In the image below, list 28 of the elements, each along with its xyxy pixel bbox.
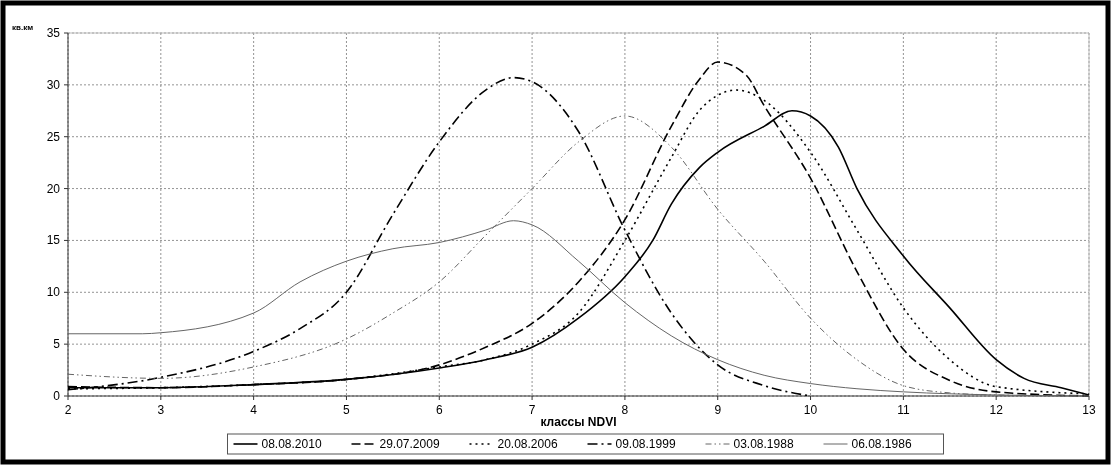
x-tick-label: 11	[897, 403, 910, 417]
legend-label: 29.07.2009	[379, 437, 440, 451]
x-tick-label: 10	[803, 403, 818, 417]
y-tick-label: 35	[46, 26, 61, 40]
legend-label: 09.08.1999	[615, 437, 676, 451]
y-tick-label: 0	[53, 389, 61, 403]
legend-label: 06.08.1986	[851, 437, 912, 451]
x-tick-label: 7	[528, 403, 536, 417]
y-tick-label: 10	[46, 285, 61, 300]
x-tick-label: 3	[157, 403, 165, 417]
x-tick-label: 6	[435, 403, 443, 417]
y-tick-label: 30	[46, 77, 61, 92]
legend-label: 20.08.2006	[497, 437, 558, 451]
legend-label: 08.08.2010	[261, 437, 322, 451]
x-tick-label: 12	[989, 403, 1004, 417]
y-tick-label: 15	[46, 233, 61, 248]
x-axis-title: классы NDVI	[540, 415, 617, 429]
y-tick-label: 20	[46, 181, 61, 196]
x-tick-label: 5	[343, 403, 351, 417]
x-tick-label: 4	[250, 403, 258, 417]
legend-label: 03.08.1988	[733, 437, 794, 451]
x-tick-label: 13	[1082, 403, 1096, 417]
x-tick-label: 2	[64, 403, 72, 417]
y-axis-title: кв.км	[12, 23, 34, 32]
y-tick-label: 5	[53, 337, 61, 352]
x-tick-label: 9	[714, 403, 722, 417]
x-tick-label: 8	[621, 403, 629, 417]
y-tick-label: 25	[46, 129, 61, 144]
